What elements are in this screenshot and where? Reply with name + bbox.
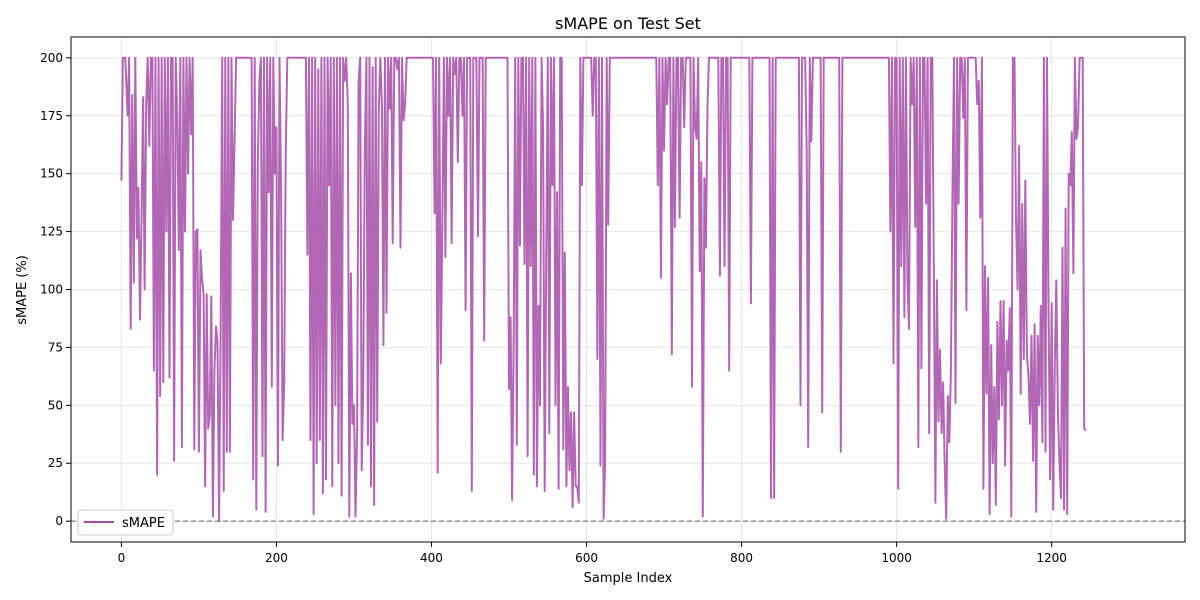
x-tick-label: 1000 [881,551,912,565]
x-tick-label: 600 [575,551,598,565]
smape-series-line [120,56,1087,523]
x-tick-label: 400 [420,551,443,565]
y-tick-label: 200 [40,51,63,65]
y-tick-label: 75 [48,340,63,354]
legend-box [77,509,174,536]
y-tick-label: 25 [48,456,63,470]
x-tick-label: 1200 [1036,551,1067,565]
legend: sMAPE [77,509,174,536]
series-group [120,56,1087,523]
x-tick-label: 0 [118,551,126,565]
x-tick-label: 800 [730,551,753,565]
y-axis-ticks: 0 25 50 75 100 125 150 175 200 [40,51,71,528]
y-tick-label: 0 [55,514,63,528]
y-tick-label: 125 [40,225,63,239]
y-tick-label: 150 [40,167,63,181]
y-tick-label: 50 [48,398,63,412]
y-axis-label: sMAPE (%) [15,255,30,325]
legend-label: sMAPE [122,516,165,531]
x-axis-ticks: 0 200 400 600 800 1000 1200 [118,542,1067,565]
chart-title: sMAPE on Test Set [555,14,701,33]
x-tick-label: 200 [265,551,288,565]
y-tick-label: 100 [40,283,63,297]
y-tick-label: 175 [40,109,63,123]
x-axis-label: Sample Index [584,571,673,586]
